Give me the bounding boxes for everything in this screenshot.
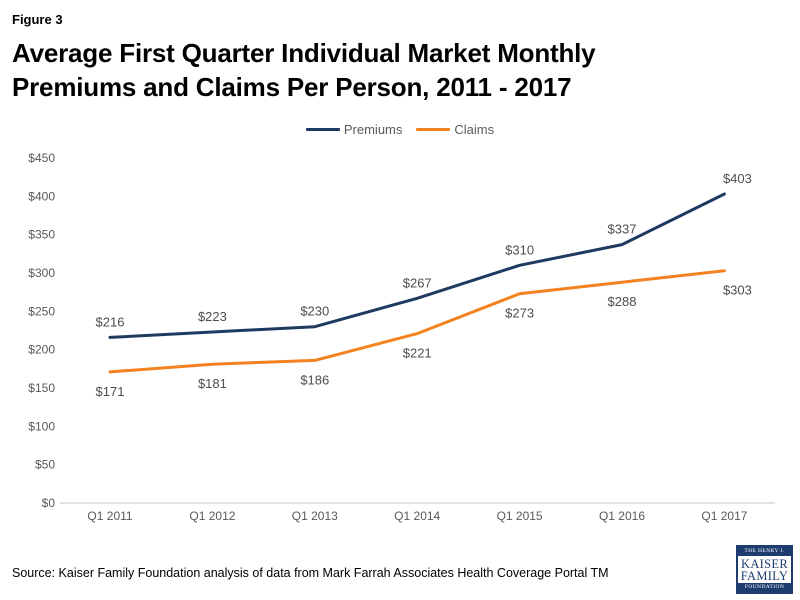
logo-text-the-henry-j: THE HENRY J. (738, 547, 791, 556)
y-axis-tick-label: $200 (28, 343, 55, 357)
premiums-data-label: $403 (723, 171, 752, 186)
claims-data-label: $181 (198, 376, 227, 391)
x-axis-category-label: Q1 2012 (189, 509, 235, 523)
x-axis-category-label: Q1 2014 (394, 509, 440, 523)
kff-logo: THE HENRY J. KAISER FAMILY FOUNDATION (736, 545, 793, 594)
chart-title: Average First Quarter Individual Market … (12, 38, 596, 103)
x-axis-category-label: Q1 2011 (87, 509, 132, 523)
line-chart: $0 $50 $100 $150 $200 $250 $300 $350 $400 $450 Q1 … (28, 151, 775, 523)
claims-data-label: $303 (723, 283, 752, 298)
legend-swatch-premiums (305, 128, 340, 131)
y-axis-tick-label: $0 (42, 496, 56, 510)
logo-text-foundation: FOUNDATION (738, 583, 791, 592)
x-axis-category-label: Q1 2016 (599, 509, 645, 523)
premiums-data-label: $310 (505, 242, 534, 257)
premiums-data-label: $230 (300, 304, 329, 319)
claims-data-label: $273 (505, 306, 534, 321)
claims-data-label: $221 (403, 346, 432, 361)
premiums-data-label: $337 (608, 222, 637, 237)
premiums-line (108, 192, 726, 339)
x-axis-category-label: Q1 2013 (292, 509, 338, 523)
premiums-data-label: $267 (403, 275, 432, 290)
logo-text-kaiser: KAISER (741, 556, 788, 571)
y-axis-tick-label: $50 (35, 458, 55, 472)
premiums-data-label: $216 (96, 314, 125, 329)
y-axis-tick-label: $150 (28, 381, 55, 395)
y-axis-tick-label: $100 (28, 419, 55, 433)
claims-line (108, 269, 726, 374)
y-axis-tick-label: $400 (28, 189, 55, 203)
logo-name-block: KAISER FAMILY (738, 556, 791, 583)
y-axis-tick-label: $250 (28, 304, 55, 318)
x-axis-category-label: Q1 2015 (497, 509, 543, 523)
legend-item-claims: Claims (416, 122, 494, 137)
legend-label-premiums: Premiums (343, 122, 403, 137)
legend-item-premiums: Premiums (305, 122, 403, 137)
chart-legend: Premiums Claims (0, 122, 800, 137)
y-axis-tick-label: $350 (28, 228, 55, 242)
y-axis-tick-label: $450 (28, 151, 55, 165)
x-axis-category-label: Q1 2017 (701, 509, 747, 523)
premiums-data-label: $223 (198, 309, 227, 324)
claims-data-label: $186 (300, 372, 329, 387)
source-note: Source: Kaiser Family Foundation analysi… (12, 566, 609, 580)
legend-label-claims: Claims (454, 122, 495, 137)
logo-text-family: FAMILY (740, 568, 789, 583)
claims-data-label: $171 (96, 384, 125, 399)
legend-swatch-claims (416, 128, 451, 131)
figure-label: Figure 3 (12, 12, 63, 27)
claims-data-label: $288 (608, 294, 637, 309)
y-axis-tick-label: $300 (28, 266, 55, 280)
